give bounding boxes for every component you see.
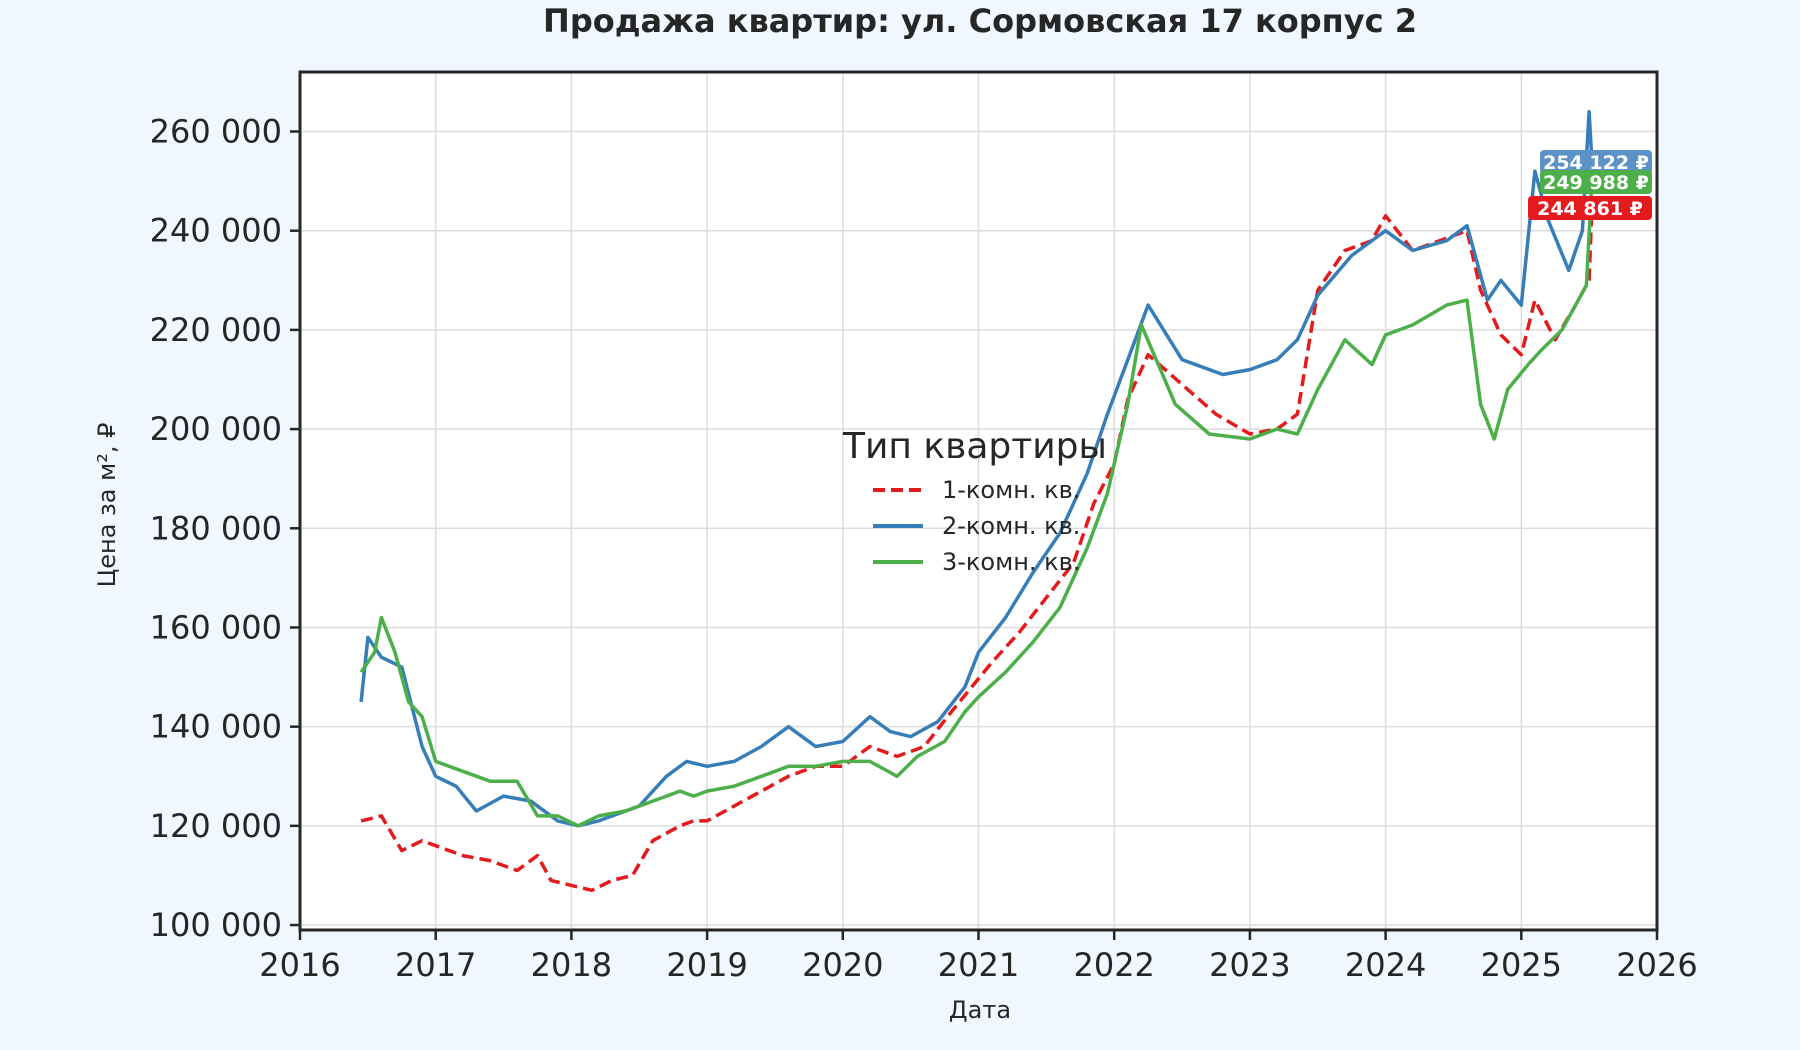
legend-label: 3-комн. кв. [942, 548, 1080, 576]
x-tick-label: 2025 [1481, 946, 1562, 984]
end-value-labels: 254 122 ₽249 988 ₽ 244 861 ₽ [1528, 150, 1652, 220]
y-tick-label: 160 000 [150, 608, 282, 646]
end-value-label: 244 861 ₽ [1528, 196, 1652, 220]
end-value-label-text: 249 988 ₽ [1543, 172, 1649, 194]
legend-label: 2-комн. кв. [942, 512, 1080, 540]
x-tick-label: 2023 [1209, 946, 1290, 984]
x-tick-label: 2020 [802, 946, 883, 984]
x-tick-label: 2024 [1345, 946, 1426, 984]
y-tick-label: 120 000 [150, 807, 282, 845]
x-axis-title: Дата [949, 996, 1011, 1024]
y-tick-label: 240 000 [150, 212, 282, 250]
end-value-label: 249 988 ₽ [1540, 170, 1652, 194]
y-axis-title: Цена за м², ₽ [93, 423, 121, 588]
y-tick-label: 200 000 [150, 410, 282, 448]
end-value-label-text: 244 861 ₽ [1537, 198, 1643, 220]
x-tick-label: 2016 [259, 946, 340, 984]
end-value-label-box [1528, 196, 1652, 220]
end-value-label-box [1540, 170, 1652, 194]
series-lines [359, 109, 1594, 893]
y-tick-label: 220 000 [150, 311, 282, 349]
x-tick-label: 2018 [531, 946, 612, 984]
x-tick-label: 2021 [938, 946, 1019, 984]
grid-lines [299, 72, 1658, 930]
chart-title: Продажа квартир: ул. Сормовская 17 корпу… [543, 2, 1417, 40]
y-tick-label: 140 000 [150, 708, 282, 746]
x-tick-label: 2019 [666, 946, 747, 984]
series-line-2 [359, 109, 1594, 828]
series-line-3 [359, 181, 1594, 828]
legend: Тип квартиры 1-комн. кв. 2-комн. кв. 3-ком… [842, 426, 1107, 576]
legend-title: Тип квартиры [842, 426, 1107, 467]
x-tick-label: 2026 [1616, 946, 1697, 984]
legend-label: 1-комн. кв. [942, 476, 1080, 504]
x-tick-label: 2017 [395, 946, 476, 984]
end-value-label: 254 122 ₽ [1540, 150, 1652, 174]
axis-ticks: 2016 2017 2018 2019 2020 2021 2022 2023 2024 2025… [150, 113, 1698, 984]
x-tick-label: 2022 [1073, 946, 1154, 984]
y-tick-label: 260 000 [150, 113, 282, 151]
y-tick-label: 180 000 [150, 509, 282, 547]
end-value-label-box [1540, 150, 1652, 174]
end-value-label-text: 254 122 ₽ [1543, 152, 1649, 174]
y-tick-label: 100 000 [150, 906, 282, 944]
